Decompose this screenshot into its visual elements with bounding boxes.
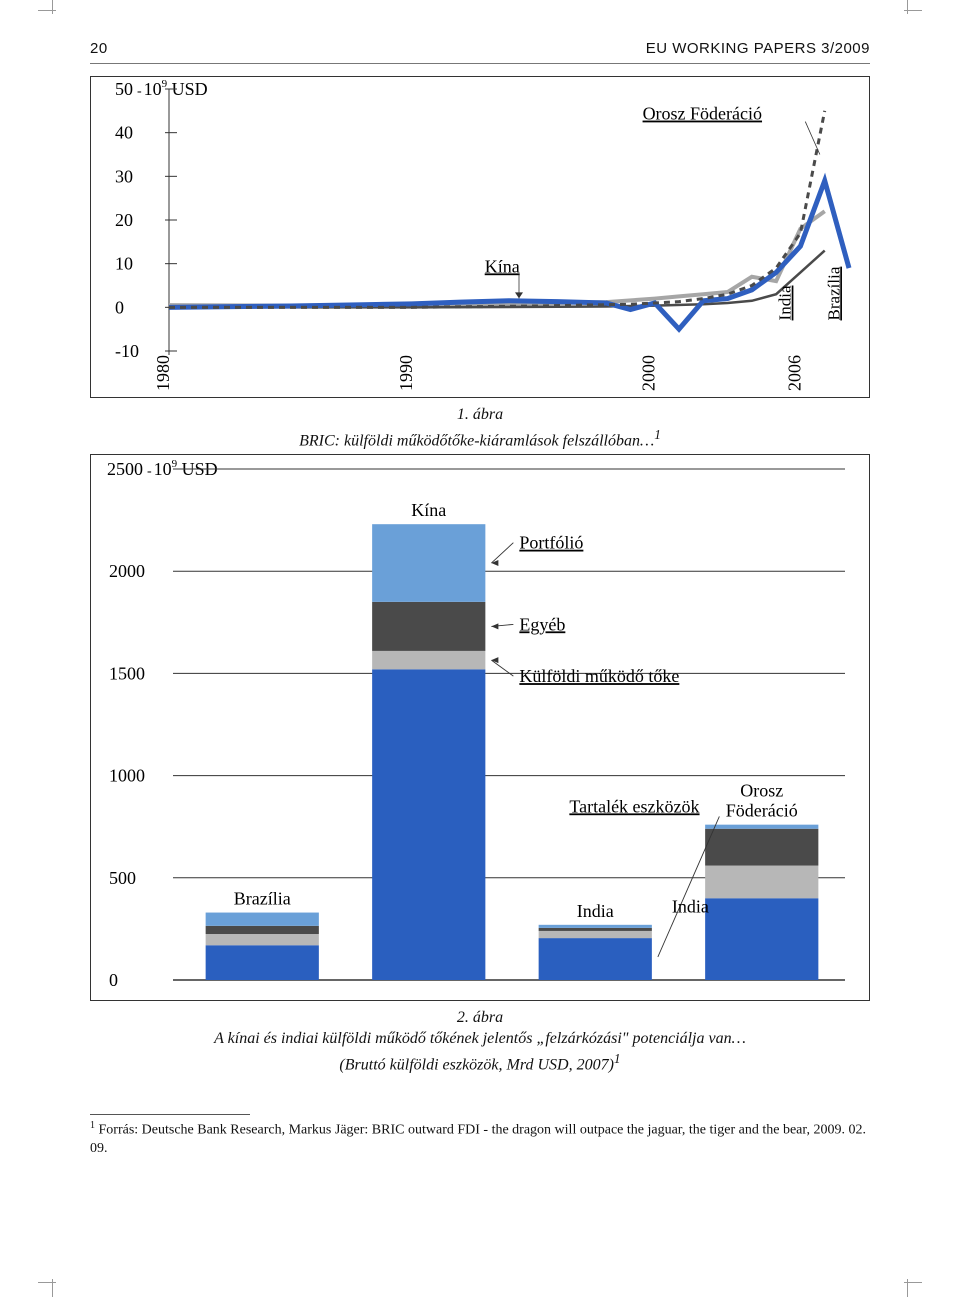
page: 20 EU WORKING PAPERS 3/2009 -10010203040… [0,0,960,1293]
figure-1-caption-num: 1. ábra [457,406,503,423]
figure-2-caption-sup: 1 [614,1051,621,1066]
page-number: 20 [90,40,108,57]
figure-2-chart: 05001000150020002500-109 USDBrazíliaKína… [91,455,869,998]
svg-text:Brazília: Brazília [234,888,291,908]
svg-text:Brazília: Brazília [824,266,843,320]
figure-2-box: 05001000150020002500-109 USDBrazíliaKína… [90,454,870,1001]
svg-text:40: 40 [115,123,133,143]
svg-text:Kína: Kína [485,256,520,276]
svg-text:Föderáció: Föderáció [726,800,798,820]
svg-text:30: 30 [115,166,133,186]
figure-1-caption-text: BRIC: külföldi működőtőke-kiáramlások fe… [299,432,654,449]
figure-2-caption-num: 2. ábra [457,1009,503,1026]
svg-text:2000: 2000 [639,355,659,391]
svg-text:Tartalék eszközök: Tartalék eszközök [569,796,699,816]
svg-text:India: India [776,285,795,320]
svg-text:2006: 2006 [784,355,804,391]
figure-2-caption: 2. ábra A kínai és indiai külföldi működ… [90,1007,870,1076]
svg-text:50-109 USD: 50-109 USD [115,78,208,99]
svg-text:2000: 2000 [109,561,145,581]
svg-text:1500: 1500 [109,663,145,683]
figure-1-box: -10 0 10 20 30 40 50-109 USD 1980 1990 2000 2006 Kí… [90,76,870,398]
svg-text:Portfólió: Portfólió [519,532,583,552]
figure-2-caption-sub: (Bruttó külföldi eszközök, Mrd USD, 2007… [339,1056,613,1073]
svg-text:Orosz Föderáció: Orosz Föderáció [643,104,762,124]
svg-text:10: 10 [115,254,133,274]
footnote-rule [90,1114,250,1115]
figure-1-caption-sup: 1 [654,427,661,442]
figure-2-caption-text: A kínai és indiai külföldi működő tőkéne… [214,1030,746,1047]
svg-text:Egyéb: Egyéb [519,614,565,634]
svg-text:20: 20 [115,210,133,230]
svg-text:1990: 1990 [396,355,416,391]
svg-text:Orosz: Orosz [740,780,783,800]
svg-text:Kína: Kína [411,500,446,520]
svg-text:500: 500 [109,867,136,887]
svg-text:-10: -10 [115,341,139,361]
svg-text:1980: 1980 [153,355,173,391]
svg-text:India: India [577,900,614,920]
svg-text:India: India [672,896,709,916]
svg-text:1000: 1000 [109,765,145,785]
page-header: 20 EU WORKING PAPERS 3/2009 [90,40,870,64]
figure-1-chart: -10 0 10 20 30 40 50-109 USD 1980 1990 2000 2006 Kí… [91,77,869,395]
svg-text:0: 0 [109,970,118,990]
footnote-text: Forrás: Deutsche Bank Research, Markus J… [90,1122,866,1156]
svg-text:Külföldi működő tőke: Külföldi működő tőke [519,666,679,686]
footnote: 1 Forrás: Deutsche Bank Research, Markus… [90,1119,870,1159]
svg-text:0: 0 [115,297,124,317]
header-title: EU WORKING PAPERS 3/2009 [646,40,870,57]
figure-1-caption: 1. ábra BRIC: külföldi működőtőke-kiáram… [90,404,870,452]
